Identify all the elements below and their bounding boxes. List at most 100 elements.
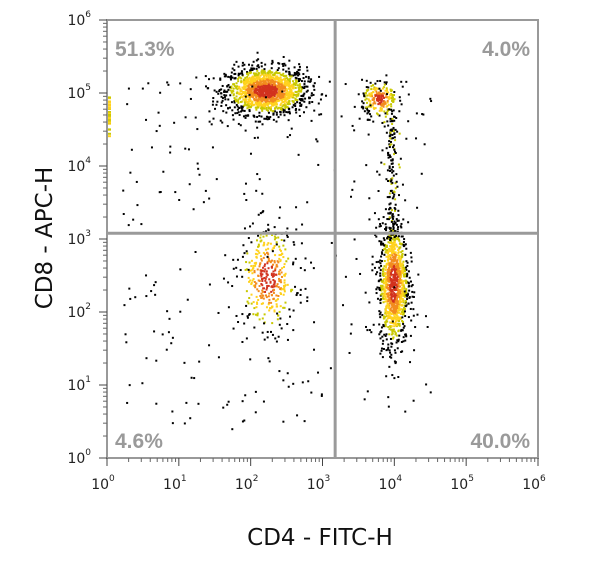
event-dot [260, 65, 263, 68]
event-dot [389, 337, 392, 340]
event-dot [126, 401, 129, 404]
event-dot [264, 268, 267, 271]
event-dot [390, 182, 393, 185]
event-dot [280, 95, 283, 98]
event-dot [396, 306, 399, 309]
event-dot [398, 320, 401, 323]
event-dot [241, 340, 244, 343]
event-dot [266, 251, 269, 254]
event-dot [252, 284, 255, 287]
event-dot [233, 77, 236, 80]
event-dot [342, 304, 345, 307]
event-dot [291, 106, 294, 109]
event-dot [388, 143, 391, 146]
event-dot [381, 314, 384, 317]
event-dot [286, 235, 289, 238]
event-dot [391, 162, 394, 165]
event-dot [257, 100, 260, 103]
event-dot [268, 278, 271, 281]
event-dot [378, 288, 381, 291]
event-dot [294, 285, 297, 288]
event-dot [286, 234, 289, 237]
event-dot [167, 331, 170, 334]
event-dot [263, 117, 266, 120]
event-dot [280, 98, 283, 101]
event-dot [227, 83, 230, 86]
event-dot [383, 265, 386, 268]
event-dot [271, 61, 274, 64]
event-dot [393, 316, 396, 319]
y-tick-label: 103 [67, 229, 91, 248]
event-dot [399, 270, 402, 273]
event-dot [285, 260, 288, 263]
event-dot [400, 251, 403, 254]
event-dot [227, 75, 230, 78]
event-dot [271, 285, 274, 288]
event-dot [252, 75, 255, 78]
event-dot [406, 298, 409, 301]
event-dot [390, 266, 393, 269]
event-dot [254, 93, 257, 96]
event-dot [270, 290, 273, 293]
event-dot [399, 264, 402, 267]
event-dot [245, 304, 248, 307]
event-dot [276, 298, 279, 301]
event-dot [267, 117, 270, 120]
event-dot [270, 95, 273, 98]
event-dot [224, 75, 227, 78]
quadrant-label-upper-right: 4.0% [482, 38, 530, 61]
event-dot [253, 136, 256, 139]
event-dot [225, 104, 228, 107]
event-dot [264, 94, 267, 97]
event-dot [243, 81, 246, 84]
event-dot [399, 291, 402, 294]
event-dot [267, 85, 270, 88]
event-dot [249, 269, 252, 272]
event-dot [280, 239, 283, 242]
event-dot [286, 323, 289, 326]
event-dot [257, 85, 260, 88]
event-dot [328, 80, 331, 83]
event-dot [157, 111, 160, 114]
event-dot [265, 91, 268, 94]
event-dot [390, 103, 393, 106]
event-dot [267, 93, 270, 96]
event-dot [256, 115, 259, 118]
event-dot [401, 329, 404, 332]
event-dot [290, 127, 293, 130]
event-dot [393, 286, 396, 289]
event-dot [389, 242, 392, 245]
event-dot [393, 313, 396, 316]
event-dot [273, 238, 276, 241]
event-dot [244, 92, 247, 95]
event-dot [276, 283, 279, 286]
event-dot [212, 100, 215, 103]
event-dot [392, 317, 395, 320]
event-dot [262, 69, 265, 72]
event-dot [270, 274, 273, 277]
event-dot [424, 315, 427, 318]
plot-frame [106, 19, 539, 459]
event-dot [241, 86, 244, 89]
event-dot [248, 98, 251, 101]
event-dot [396, 260, 399, 263]
x-axis-title: CD4 - FITC-H [247, 525, 393, 551]
event-dot [385, 87, 388, 90]
event-dot [278, 99, 281, 102]
event-dot [273, 97, 276, 100]
event-dot [293, 82, 296, 85]
event-dot [259, 120, 262, 123]
event-dot [375, 226, 378, 229]
event-dot [389, 88, 392, 91]
event-dot [283, 87, 286, 90]
event-dot [268, 298, 271, 301]
event-dot [278, 273, 281, 276]
event-dot [297, 153, 300, 156]
event-dot [257, 234, 260, 237]
event-dot [285, 80, 288, 83]
event-dot [280, 102, 283, 105]
event-dot [379, 294, 382, 297]
event-dot [385, 305, 388, 308]
quadrant-labels: 51.3% 4.0%4.6% 40.0% [115, 38, 530, 453]
event-dot [278, 270, 281, 273]
